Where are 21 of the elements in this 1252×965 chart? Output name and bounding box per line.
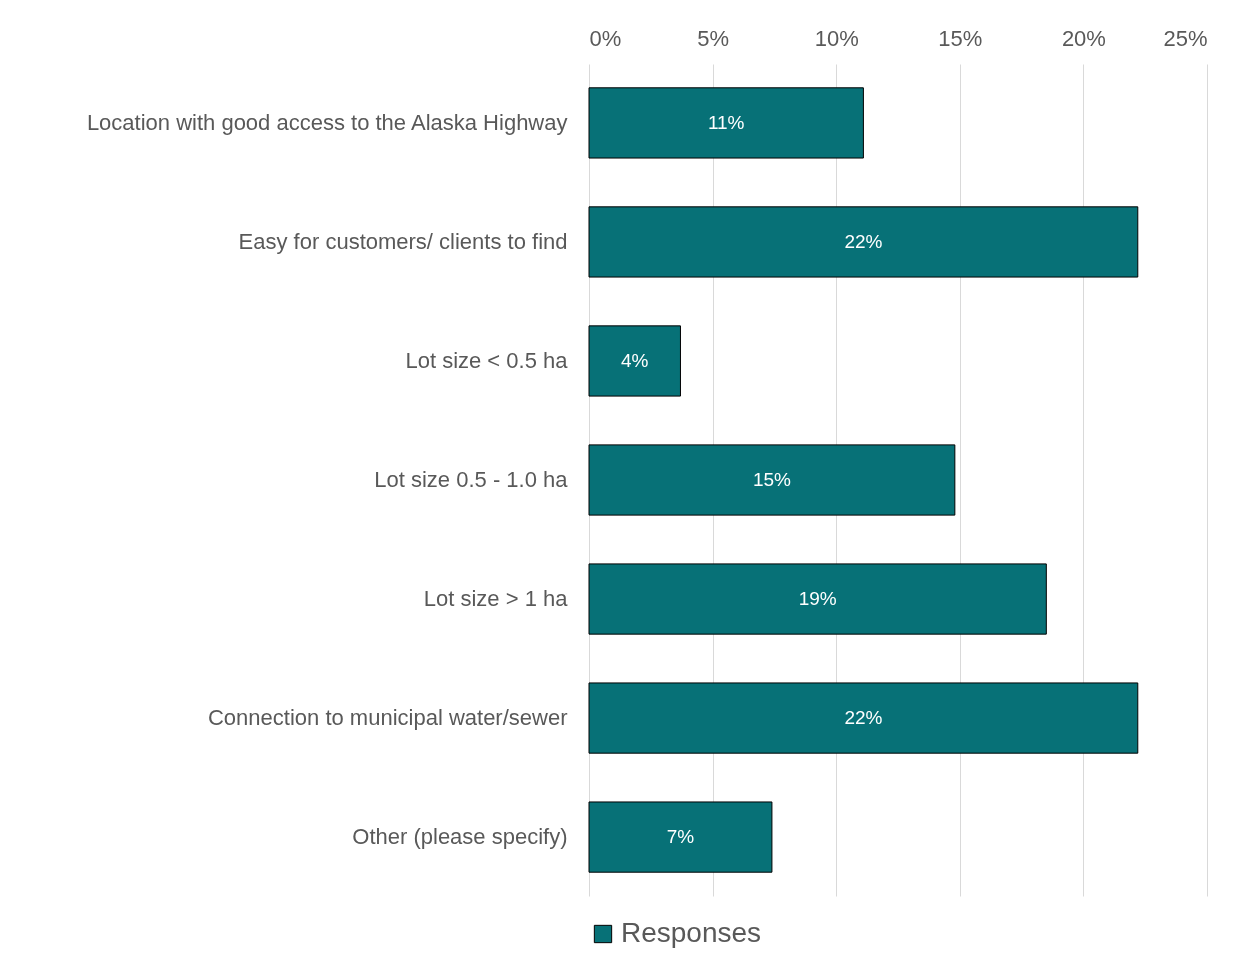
x-tick-label: 5% [697, 25, 729, 51]
data-label: 15% [752, 469, 792, 490]
data-label: 7% [666, 826, 695, 848]
data-label: 11% [707, 111, 745, 133]
data-label: 22% [844, 707, 883, 729]
x-tick-label: 10% [814, 25, 859, 51]
data-label: 19% [798, 588, 837, 610]
data-label: 22% [844, 230, 883, 252]
y-tick-label: Other (please specify) [352, 824, 568, 850]
y-tick-label: Lot size 0.5 - 1.0 ha [374, 467, 569, 492]
y-tick-label: Location with good access to the Alaska Highway [86, 109, 568, 135]
y-tick-label: Lot size < 0.5 ha [405, 347, 569, 373]
data-label: 4% [621, 349, 649, 371]
x-tick-label: 15% [938, 25, 983, 51]
x-tick-label: 25% [1163, 25, 1208, 51]
x-tick-label: 0% [589, 25, 622, 51]
y-tick-label: Connection to municipal water/sewer [207, 705, 568, 731]
y-tick-label: Lot size > 1 ha [423, 586, 569, 612]
x-tick-label: 20% [1061, 25, 1106, 51]
y-tick-label: Easy for customers/ clients to find [238, 228, 568, 254]
legend-label: Responses [621, 917, 762, 948]
